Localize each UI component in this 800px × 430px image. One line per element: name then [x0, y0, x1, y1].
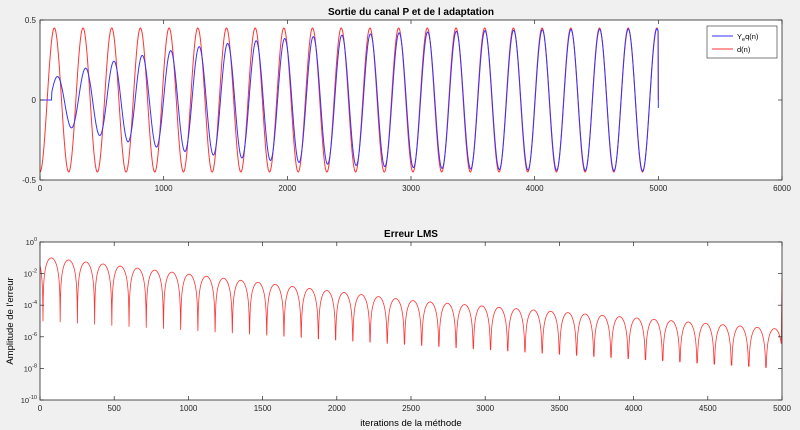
- top-x-tick-label: 3000: [402, 184, 420, 193]
- legend-box: [706, 25, 778, 59]
- bottom-x-tick-label: 1000: [180, 404, 198, 413]
- bottom-x-tick-label: 2500: [402, 404, 420, 413]
- legend-label-yeq: Yeq(n): [737, 32, 759, 43]
- bottom-y-tick-label: 10-4: [24, 300, 37, 310]
- top-x-tick-label: 0: [38, 184, 43, 193]
- bottom-ticks: 0 500 1000 1500 2000 2500 3000 3500 4000 4500 5000…: [21, 237, 792, 413]
- top-series-yeq-line: [40, 28, 659, 172]
- legend-label-d: d(n): [737, 45, 751, 54]
- top-x-tick-label: 4000: [526, 184, 544, 193]
- top-panel: Sortie du canal P et de l adaptation 0 10…: [22, 7, 791, 193]
- bottom-x-tick-label: 3000: [476, 404, 494, 413]
- bottom-y-tick-label: 10-2: [24, 269, 37, 279]
- bottom-y-axis-label: Amplitude de l'erreur: [5, 277, 16, 364]
- top-legend: Yeq(n) d(n): [706, 25, 778, 59]
- bottom-series-error-line: [39, 257, 783, 368]
- bottom-x-tick-label: 4500: [699, 404, 717, 413]
- top-chart-title: Sortie du canal P et de l adaptation: [328, 7, 494, 18]
- top-series-d-line: [39, 27, 659, 173]
- bottom-x-tick-label: 4000: [625, 404, 643, 413]
- bottom-y-tick-label: 10-10: [21, 395, 37, 405]
- top-y-tick-label: 0: [32, 96, 37, 105]
- bottom-x-tick-label: 0: [38, 404, 43, 413]
- top-x-tick-label: 6000: [773, 184, 791, 193]
- top-x-tick-label: 1000: [155, 184, 173, 193]
- bottom-x-tick-label: 500: [108, 404, 122, 413]
- bottom-x-tick-label: 1500: [254, 404, 272, 413]
- top-y-tick-label: 0.5: [25, 16, 37, 25]
- top-y-tick-label: -0.5: [22, 176, 36, 185]
- top-x-tick-label: 2000: [278, 184, 296, 193]
- top-x-tick-label: 5000: [649, 184, 667, 193]
- top-ticks: 0 1000 2000 3000 4000 5000 6000-0.500.5: [22, 16, 791, 193]
- bottom-x-axis-label: iterations de la méthode: [360, 418, 461, 429]
- bottom-y-tick-label: 10-8: [24, 363, 37, 373]
- bottom-y-tick-label: 100: [26, 237, 37, 247]
- bottom-x-tick-label: 2000: [328, 404, 346, 413]
- bottom-y-tick-label: 10-6: [24, 332, 37, 342]
- bottom-panel: Erreur LMS 0 500 1000 1500 2000 2500 3000 3500 4…: [5, 229, 791, 429]
- bottom-chart-title: Erreur LMS: [384, 229, 438, 240]
- bottom-x-tick-label: 3500: [551, 404, 569, 413]
- bottom-x-tick-label: 5000: [773, 404, 791, 413]
